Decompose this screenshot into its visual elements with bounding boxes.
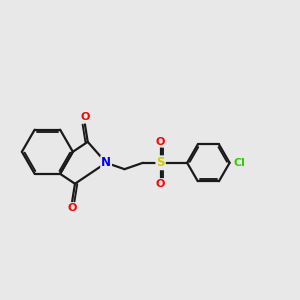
- Text: N: N: [101, 156, 111, 169]
- Text: Cl: Cl: [234, 158, 245, 168]
- Text: O: O: [156, 179, 165, 189]
- Text: S: S: [156, 156, 165, 169]
- Text: O: O: [68, 203, 77, 213]
- Text: O: O: [156, 136, 165, 147]
- Text: O: O: [80, 112, 90, 122]
